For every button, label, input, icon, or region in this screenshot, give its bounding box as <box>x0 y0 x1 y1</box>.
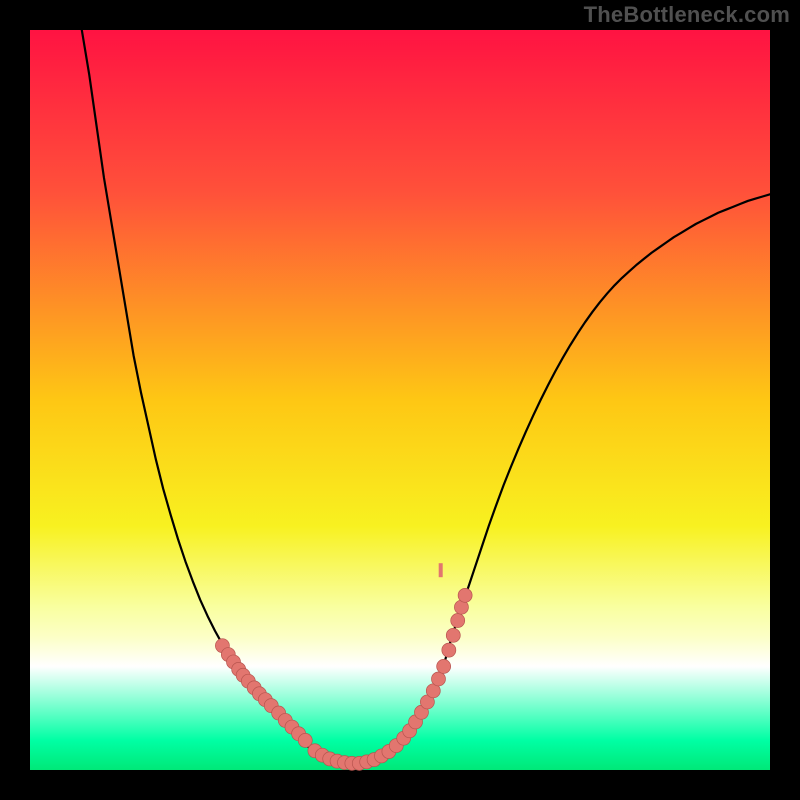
data-point-marker <box>437 659 451 673</box>
bottleneck-curve <box>82 30 770 765</box>
data-point-marker <box>442 643 456 657</box>
bottleneck-plot <box>30 30 770 770</box>
watermark-text: TheBottleneck.com <box>584 2 790 28</box>
plot-curve-layer <box>30 30 770 770</box>
data-point-marker <box>446 628 460 642</box>
curve-markers-left <box>215 639 312 748</box>
data-point-marker <box>431 672 445 686</box>
curve-markers-bottom <box>308 739 403 771</box>
curve-markers-right <box>397 588 472 745</box>
right-tick-marker <box>439 563 443 577</box>
data-point-marker <box>458 588 472 602</box>
data-point-marker <box>451 614 465 628</box>
